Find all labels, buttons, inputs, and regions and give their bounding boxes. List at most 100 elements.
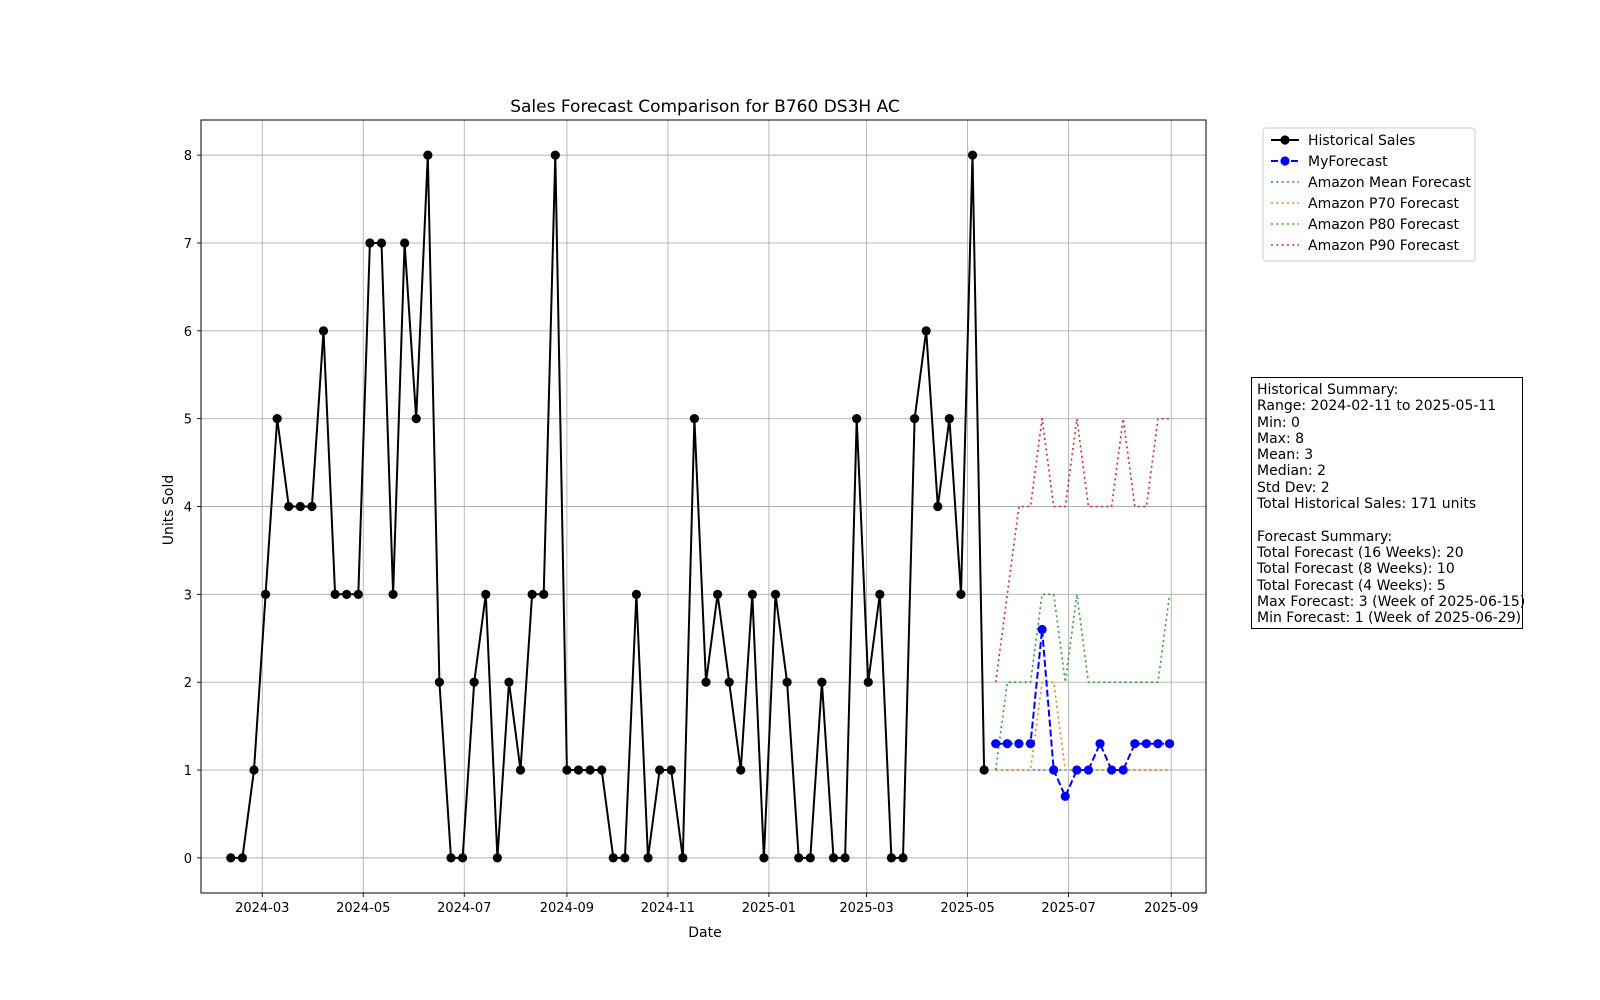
data-point bbox=[631, 589, 642, 599]
summary-line: Median: 2 bbox=[1257, 463, 1326, 480]
x-tick-label: 2025-05 bbox=[940, 901, 994, 916]
data-point bbox=[550, 150, 560, 160]
data-point bbox=[852, 414, 862, 424]
summary-line bbox=[1257, 512, 1522, 528]
summary-line: Max Forecast: 3 (Week of 2025-06-15) bbox=[1257, 593, 1526, 610]
summary-line: Total Historical Sales: 171 units bbox=[1257, 496, 1477, 513]
summary-line: Historical Summary: bbox=[1257, 382, 1399, 398]
series-amazon-p80-forecast bbox=[994, 593, 1171, 771]
data-point bbox=[562, 765, 572, 775]
data-point bbox=[1049, 765, 1059, 775]
data-point bbox=[1118, 765, 1128, 775]
y-tick-label: 5 bbox=[184, 413, 192, 428]
data-point bbox=[1153, 739, 1163, 749]
summary-line: Total Forecast (4 Weeks): 5 bbox=[1257, 577, 1446, 594]
data-point bbox=[875, 589, 885, 599]
data-point bbox=[573, 765, 584, 775]
data-point bbox=[342, 589, 352, 599]
data-point bbox=[226, 853, 236, 863]
data-point bbox=[840, 853, 850, 863]
data-point bbox=[886, 853, 897, 863]
x-tick-label: 2024-07 bbox=[437, 901, 491, 916]
series-myforecast bbox=[991, 624, 1175, 801]
data-point bbox=[805, 853, 815, 863]
data-point bbox=[736, 765, 746, 775]
data-point bbox=[643, 853, 653, 863]
data-point bbox=[898, 853, 908, 863]
summary-box: Historical Summary: Range: 2024-02-11 to… bbox=[1251, 377, 1526, 629]
legend-label: Amazon P70 Forecast bbox=[1308, 196, 1459, 212]
y-axis-label: Units Sold bbox=[161, 475, 177, 545]
series-line bbox=[994, 417, 1170, 683]
data-point bbox=[817, 677, 827, 687]
data-point bbox=[388, 589, 398, 599]
x-tick-label: 2025-07 bbox=[1041, 901, 1095, 916]
data-point bbox=[527, 589, 537, 599]
data-point bbox=[944, 414, 954, 424]
data-point bbox=[376, 238, 387, 248]
data-point bbox=[423, 150, 433, 160]
data-point bbox=[747, 589, 757, 599]
data-point bbox=[712, 589, 723, 599]
series-historical-sales bbox=[226, 150, 989, 863]
data-point bbox=[284, 501, 294, 512]
data-point bbox=[666, 765, 676, 775]
data-point bbox=[481, 589, 491, 599]
data-point bbox=[863, 677, 873, 687]
data-point bbox=[678, 853, 688, 863]
data-point bbox=[411, 414, 421, 424]
legend-label: Amazon P80 Forecast bbox=[1308, 217, 1459, 233]
series-layer bbox=[226, 150, 1175, 863]
data-point bbox=[1083, 765, 1094, 775]
summary-line: Range: 2024-02-11 to 2025-05-11 bbox=[1257, 398, 1497, 415]
y-tick-label: 2 bbox=[184, 676, 192, 691]
data-point bbox=[689, 414, 699, 424]
data-point bbox=[1060, 791, 1070, 801]
data-point bbox=[515, 765, 526, 775]
legend-label: Historical Sales bbox=[1308, 133, 1415, 149]
data-point bbox=[260, 589, 271, 599]
x-tick-label: 2024-09 bbox=[540, 901, 594, 916]
data-point bbox=[933, 501, 943, 512]
legend-label: Amazon Mean Forecast bbox=[1308, 175, 1471, 191]
legend-marker bbox=[1280, 135, 1290, 145]
data-point bbox=[794, 853, 804, 863]
legend-label: Amazon P90 Forecast bbox=[1308, 238, 1459, 254]
summary-line: Total Forecast (8 Weeks): 10 bbox=[1257, 561, 1455, 578]
data-point bbox=[1095, 739, 1105, 749]
data-point bbox=[956, 589, 966, 599]
y-tick-label: 8 bbox=[184, 149, 192, 164]
x-tick-label: 2024-05 bbox=[336, 901, 390, 916]
data-point bbox=[330, 589, 340, 599]
legend-label: MyForecast bbox=[1308, 154, 1388, 170]
data-point bbox=[620, 853, 630, 863]
data-point bbox=[539, 589, 549, 599]
data-point bbox=[249, 765, 259, 775]
data-point bbox=[318, 326, 329, 336]
x-axis-label: Date bbox=[688, 925, 721, 941]
y-tick-label: 6 bbox=[184, 325, 192, 340]
y-tick-label: 0 bbox=[184, 852, 192, 867]
data-point bbox=[1002, 739, 1012, 749]
data-point bbox=[1164, 739, 1175, 749]
data-point bbox=[991, 739, 1001, 749]
data-point bbox=[597, 765, 607, 775]
data-point bbox=[272, 414, 282, 424]
data-point bbox=[782, 677, 792, 687]
data-point bbox=[967, 150, 978, 160]
series-line bbox=[994, 593, 1171, 771]
legend: Historical Sales MyForecast Amazon Mean Fo… bbox=[1262, 127, 1476, 262]
data-point bbox=[1141, 739, 1151, 749]
data-point bbox=[353, 589, 363, 599]
x-tick-label: 2024-03 bbox=[235, 901, 289, 916]
data-point bbox=[1014, 739, 1024, 749]
data-point bbox=[307, 501, 317, 512]
data-point bbox=[446, 853, 456, 863]
summary-line: Mean: 3 bbox=[1257, 447, 1314, 464]
summary-line: Min Forecast: 1 (Week of 2025-06-29) bbox=[1257, 610, 1522, 627]
series-line bbox=[995, 681, 1170, 771]
data-point bbox=[1037, 624, 1047, 635]
axes: 2024-03 2024-05 2024-07 2024-09 2024-11 2025-… bbox=[184, 149, 1199, 916]
chart-title: Sales Forecast Comparison for B760 DS3H … bbox=[510, 97, 900, 117]
